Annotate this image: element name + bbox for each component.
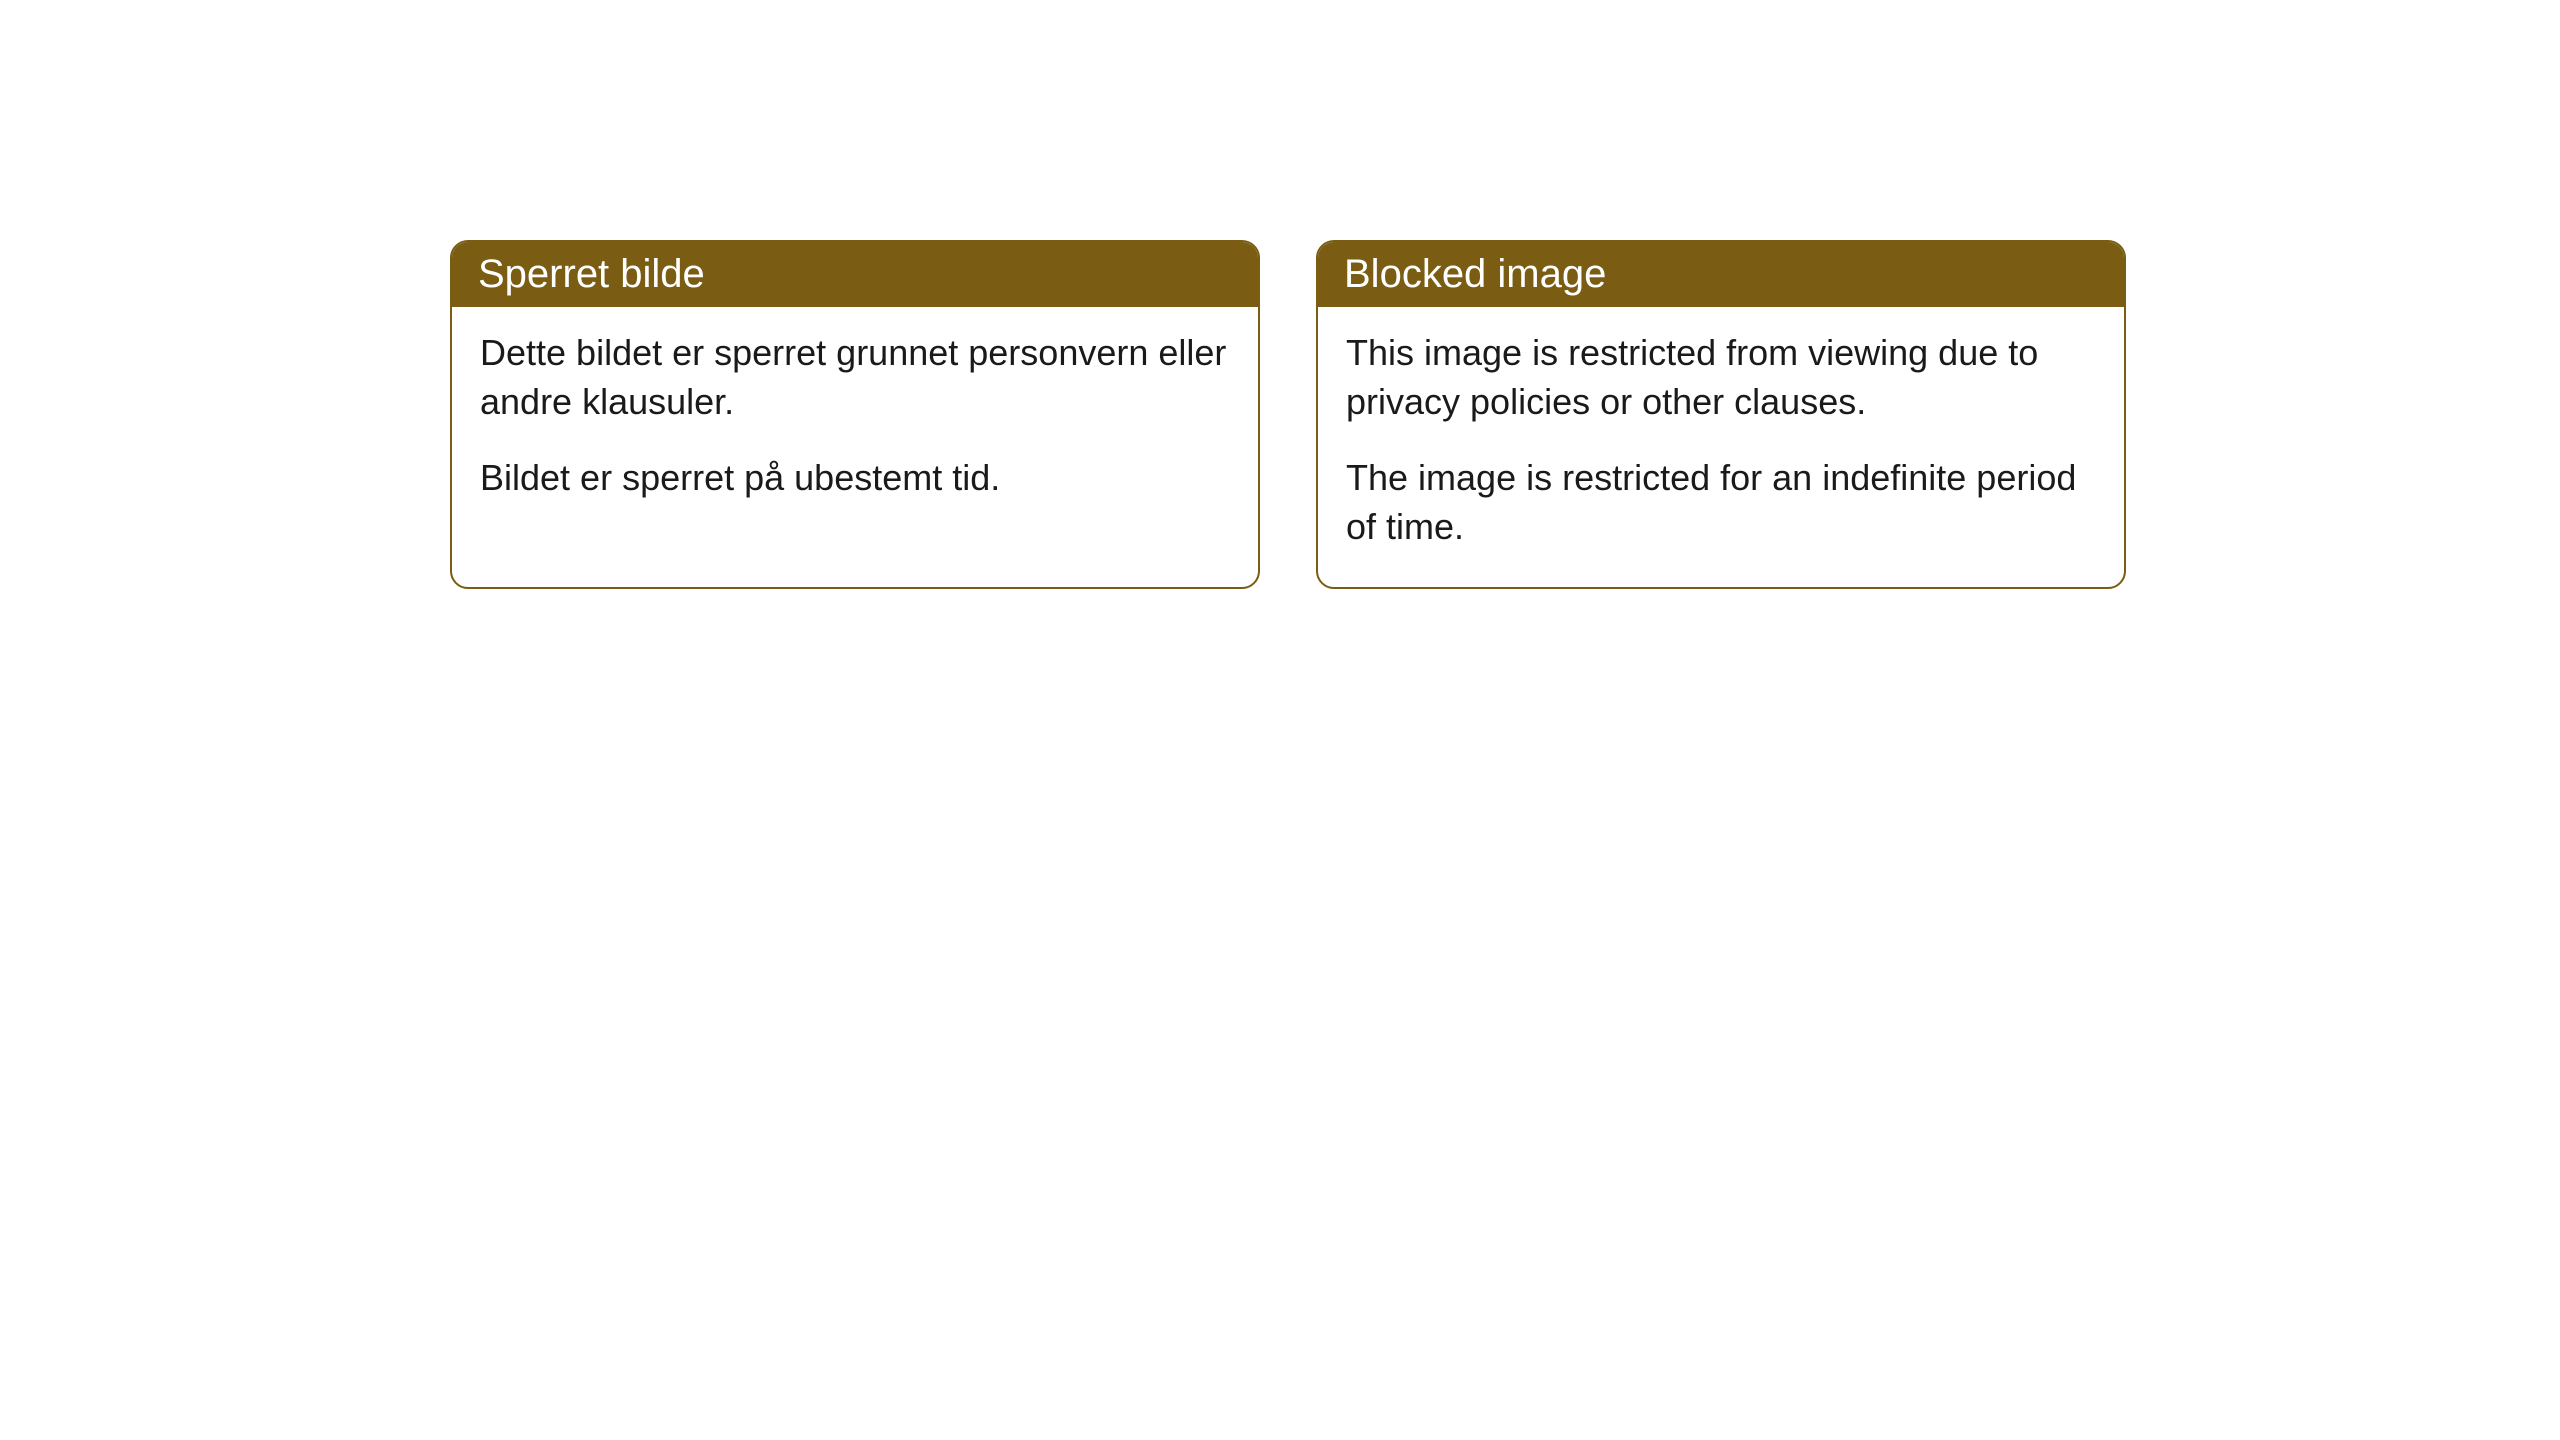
card-paragraph-2-english: The image is restricted for an indefinit… bbox=[1346, 454, 2096, 551]
cards-container: Sperret bilde Dette bildet er sperret gr… bbox=[450, 240, 2126, 589]
card-paragraph-2-norwegian: Bildet er sperret på ubestemt tid. bbox=[480, 454, 1230, 503]
card-paragraph-1-english: This image is restricted from viewing du… bbox=[1346, 329, 2096, 426]
card-body-english: This image is restricted from viewing du… bbox=[1318, 307, 2124, 587]
card-title-english: Blocked image bbox=[1344, 252, 1606, 296]
card-paragraph-1-norwegian: Dette bildet er sperret grunnet personve… bbox=[480, 329, 1230, 426]
card-header-norwegian: Sperret bilde bbox=[452, 242, 1258, 307]
card-body-norwegian: Dette bildet er sperret grunnet personve… bbox=[452, 307, 1258, 539]
card-title-norwegian: Sperret bilde bbox=[478, 252, 705, 296]
card-header-english: Blocked image bbox=[1318, 242, 2124, 307]
card-norwegian: Sperret bilde Dette bildet er sperret gr… bbox=[450, 240, 1260, 589]
card-english: Blocked image This image is restricted f… bbox=[1316, 240, 2126, 589]
